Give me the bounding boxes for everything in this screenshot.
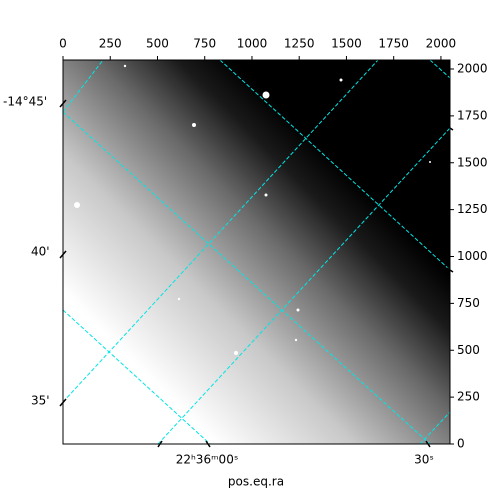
ra-label: 30ˢ — [414, 453, 434, 467]
frame — [62, 59, 451, 445]
sky-image — [63, 60, 450, 444]
wcs-ticks — [59, 99, 454, 448]
y-tick-label: 500 — [457, 343, 480, 357]
y-tick-label: 2000 — [457, 62, 488, 76]
dec-label: 40' — [31, 245, 50, 259]
x-tick-label: 750 — [193, 37, 216, 51]
x-tick-label: 500 — [146, 37, 169, 51]
y-tick-label: 1000 — [457, 249, 488, 263]
x-tick-label: 1750 — [378, 37, 409, 51]
x-tick-label: 0 — [59, 37, 67, 51]
ra-label: 22ʰ36ᵐ00ˢ — [176, 453, 239, 467]
x-axis-label: pos.eq.ra — [228, 475, 284, 489]
x-tick-label: 1000 — [237, 37, 268, 51]
y-tick-label: 1500 — [457, 155, 488, 169]
y-tick-label: 750 — [457, 296, 480, 310]
x-tick-label: 250 — [99, 37, 122, 51]
stars — [74, 64, 431, 355]
coordinate-grid — [63, 60, 450, 444]
y-tick-label: 1750 — [457, 108, 488, 122]
x-tick-label: 1250 — [284, 37, 315, 51]
dec-label: 35' — [31, 394, 50, 408]
x-tick-label: 2000 — [426, 37, 457, 51]
y-tick-label: 250 — [457, 390, 480, 404]
y-tick-label: 0 — [457, 437, 465, 451]
x-tick-label: 1500 — [331, 37, 362, 51]
dec-label: -14°45' — [3, 95, 47, 109]
y-tick-label: 1250 — [457, 202, 488, 216]
